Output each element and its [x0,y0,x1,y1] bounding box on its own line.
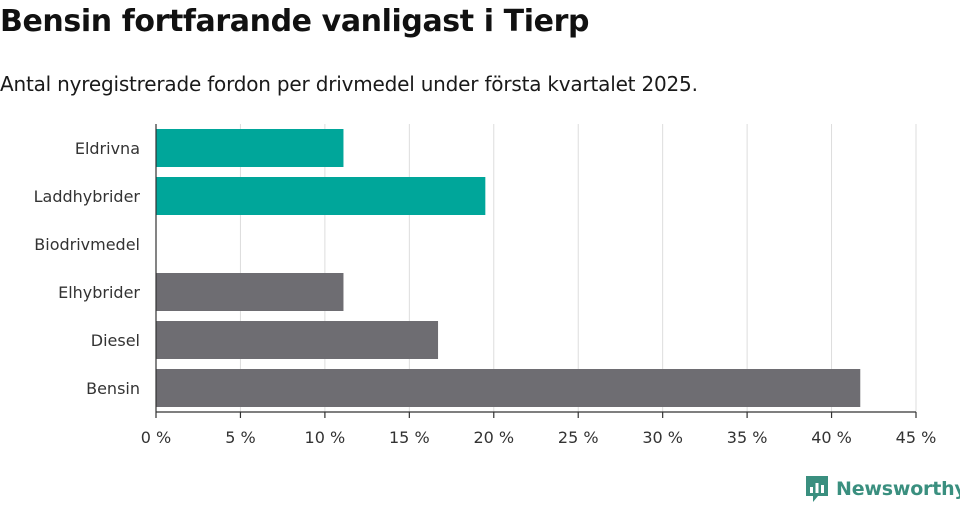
brand-name: Newsworthy [836,478,960,500]
x-tick-label: 0 % [141,428,171,447]
bar-bensin [156,369,861,407]
brand-logo: Newsworthy [804,474,960,504]
category-label: Biodrivmedel [34,235,140,254]
x-tick-label: 10 % [305,428,346,447]
category-label: Laddhybrider [34,187,141,206]
bar-laddhybrider [156,177,486,215]
x-tick-label: 45 % [896,428,937,447]
bar-eldrivna [156,129,344,167]
bar-diesel [156,321,439,359]
x-tick-label: 25 % [558,428,599,447]
newsworthy-logo-icon [806,476,828,502]
chart-subtitle: Antal nyregistrerade fordon per drivmede… [0,72,698,96]
x-tick-label: 5 % [225,428,255,447]
category-label: Elhybrider [58,283,140,302]
chart-title: Bensin fortfarande vanligast i Tierp [0,4,590,39]
x-tick-label: 15 % [389,428,430,447]
category-label: Diesel [91,331,140,350]
x-tick-label: 20 % [473,428,514,447]
x-tick-label: 35 % [727,428,768,447]
x-tick-label: 40 % [811,428,852,447]
bar-elhybrider [156,273,344,311]
category-label: Eldrivna [75,139,140,158]
category-label: Bensin [86,379,140,398]
x-tick-label: 30 % [642,428,683,447]
